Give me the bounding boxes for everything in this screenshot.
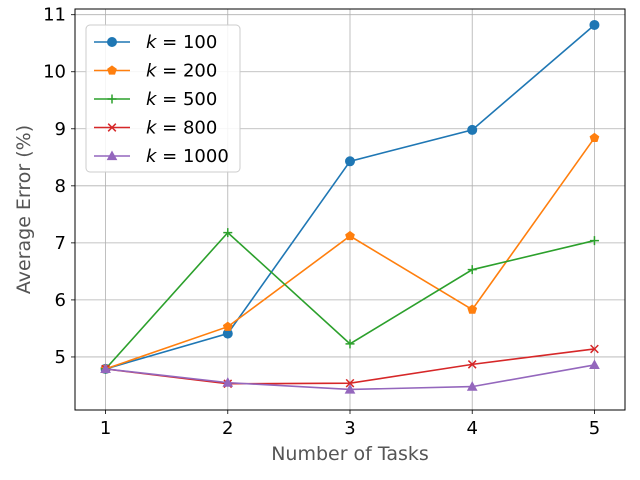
- data-point-marker: [467, 360, 477, 369]
- data-point-marker: [589, 132, 600, 143]
- data-point-marker: [100, 363, 111, 374]
- data-point-marker: [466, 381, 478, 391]
- legend-item: k = 1000: [94, 146, 229, 167]
- y-tick-label: 5: [55, 347, 66, 368]
- data-point-marker: [107, 123, 117, 132]
- y-tick-label: 6: [55, 290, 66, 311]
- legend-item: k = 500: [94, 89, 217, 110]
- legend-label: k = 500: [146, 89, 217, 110]
- legend-item: k = 200: [94, 61, 217, 82]
- data-point-marker: [589, 19, 600, 30]
- legend-label: k = 800: [146, 118, 217, 139]
- legend: k = 100 k = 200 k = 500 k = 800 k = 1000: [85, 24, 241, 173]
- y-tick-label: 8: [55, 176, 66, 197]
- data-point-marker: [107, 65, 117, 75]
- legend-label: k = 1000: [146, 146, 229, 167]
- data-point-marker: [467, 124, 478, 135]
- series-k-1000: [100, 359, 600, 394]
- legend-item: k = 100: [94, 32, 217, 53]
- x-tick-label: 1: [100, 418, 111, 439]
- x-tick-label: 5: [589, 418, 600, 439]
- legend-label: k = 100: [146, 32, 217, 53]
- y-tick-label: 9: [55, 119, 66, 140]
- legend-item: k = 800: [94, 118, 217, 139]
- data-point-marker: [590, 344, 599, 354]
- data-point-marker: [222, 321, 233, 331]
- data-point-marker: [345, 156, 355, 167]
- axis-ticks: 1 2 3 4 5 5 6 7 8 9 10 11: [43, 5, 600, 439]
- y-axis-label: Average Error (%): [13, 125, 35, 294]
- data-point-marker: [345, 378, 355, 388]
- y-tick-label: 7: [55, 233, 66, 254]
- legend-box: [85, 24, 241, 173]
- y-tick-label: 11: [43, 5, 66, 26]
- series-layer: [100, 19, 600, 394]
- x-tick-label: 2: [222, 418, 233, 439]
- data-point-marker: [345, 339, 355, 349]
- data-point-marker: [344, 383, 356, 394]
- data-point-marker: [345, 230, 355, 241]
- x-tick-label: 3: [344, 418, 355, 439]
- data-point-marker: [467, 265, 477, 275]
- data-point-marker: [107, 94, 117, 104]
- x-axis-label: Number of Tasks: [271, 443, 429, 465]
- data-point-marker: [106, 150, 118, 161]
- data-point-marker: [589, 236, 599, 246]
- data-point-marker: [107, 37, 117, 47]
- data-point-marker: [467, 304, 478, 314]
- data-point-marker: [589, 359, 600, 370]
- data-point-marker: [223, 228, 233, 238]
- legend-label: k = 200: [146, 61, 217, 82]
- y-tick-label: 10: [43, 62, 66, 83]
- data-point-marker: [222, 377, 234, 387]
- x-tick-label: 4: [466, 418, 477, 439]
